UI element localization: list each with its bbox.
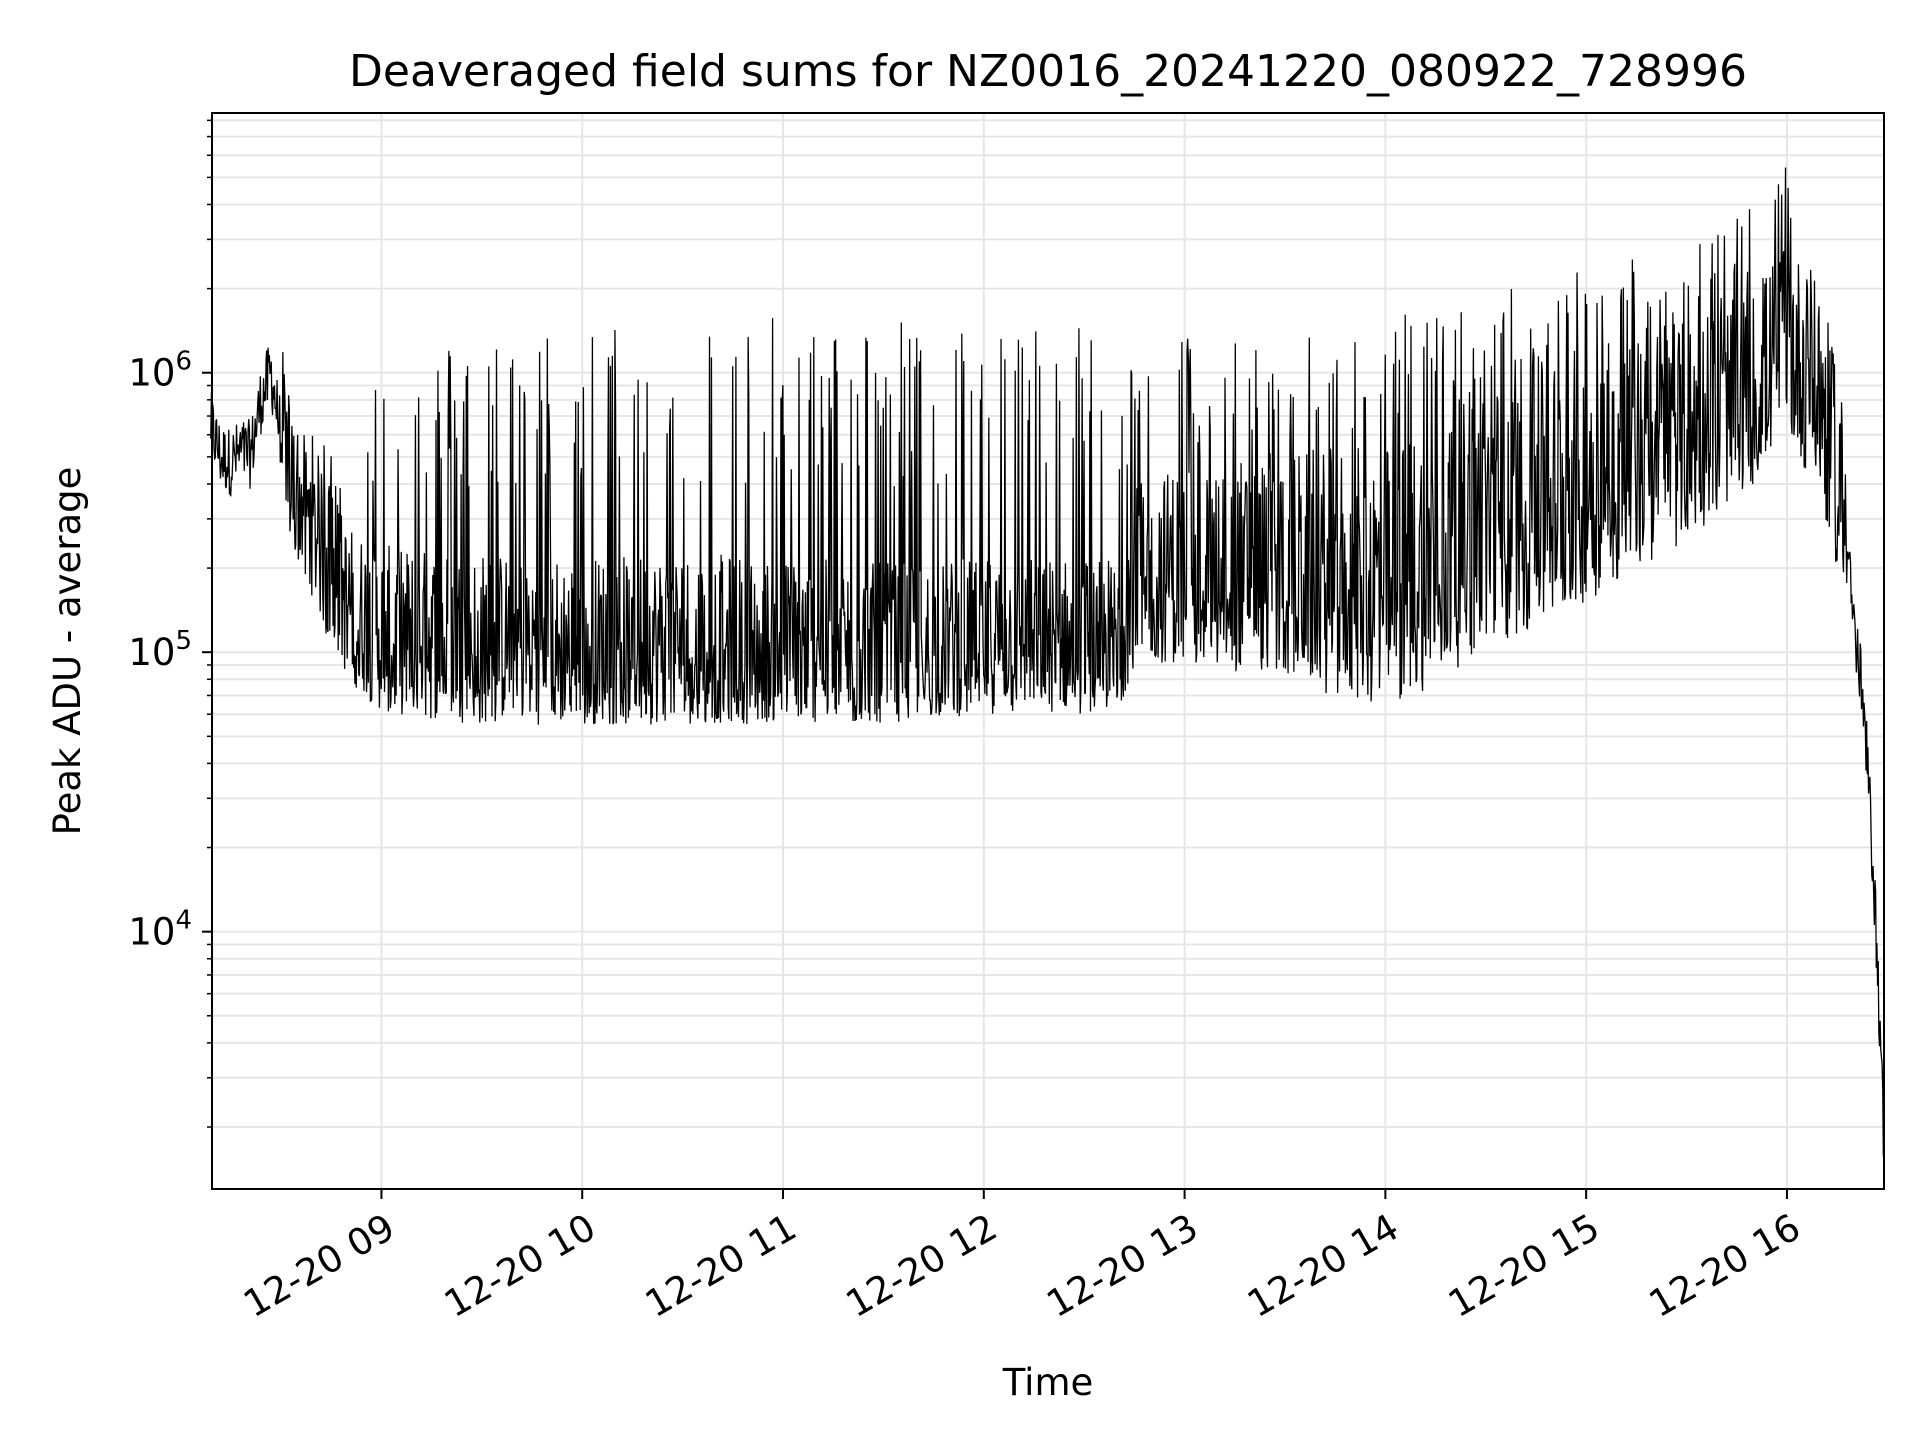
plot-frame bbox=[211, 112, 1885, 1190]
y-tick-exponent: 4 bbox=[175, 906, 192, 936]
plot-area bbox=[210, 167, 1885, 1157]
x-axis: 12-20 09 12-20 10 12-20 11 12-20 12 12-20 13… bbox=[236, 1189, 1807, 1326]
x-axis-label: Time bbox=[1002, 1361, 1094, 1404]
x-tick-label: 12-20 14 bbox=[1240, 1206, 1406, 1326]
y-tick-base: 10 bbox=[128, 911, 175, 954]
series-line bbox=[210, 167, 1885, 1157]
y-tick-label: 104 bbox=[128, 906, 192, 954]
x-tick-label: 12-20 11 bbox=[638, 1206, 804, 1326]
y-tick-label: 106 bbox=[128, 347, 192, 395]
grid bbox=[212, 113, 1884, 1189]
x-tick-label: 12-20 10 bbox=[437, 1206, 603, 1326]
y-axis-label: Peak ADU - average bbox=[46, 467, 89, 836]
chart-title: Deaveraged field sums for NZ0016_2024122… bbox=[349, 46, 1747, 97]
y-tick-base: 10 bbox=[128, 352, 175, 395]
x-tick-label: 12-20 16 bbox=[1642, 1206, 1808, 1326]
x-tick-label: 12-20 09 bbox=[236, 1206, 402, 1326]
x-tick-label: 12-20 13 bbox=[1040, 1206, 1206, 1326]
y-tick-base: 10 bbox=[128, 631, 175, 674]
y-tick-exponent: 6 bbox=[175, 347, 192, 377]
x-tick-label: 12-20 12 bbox=[839, 1206, 1005, 1326]
x-tick-label: 12-20 15 bbox=[1441, 1206, 1607, 1326]
y-tick-exponent: 5 bbox=[175, 626, 192, 656]
y-tick-label: 105 bbox=[128, 626, 192, 674]
